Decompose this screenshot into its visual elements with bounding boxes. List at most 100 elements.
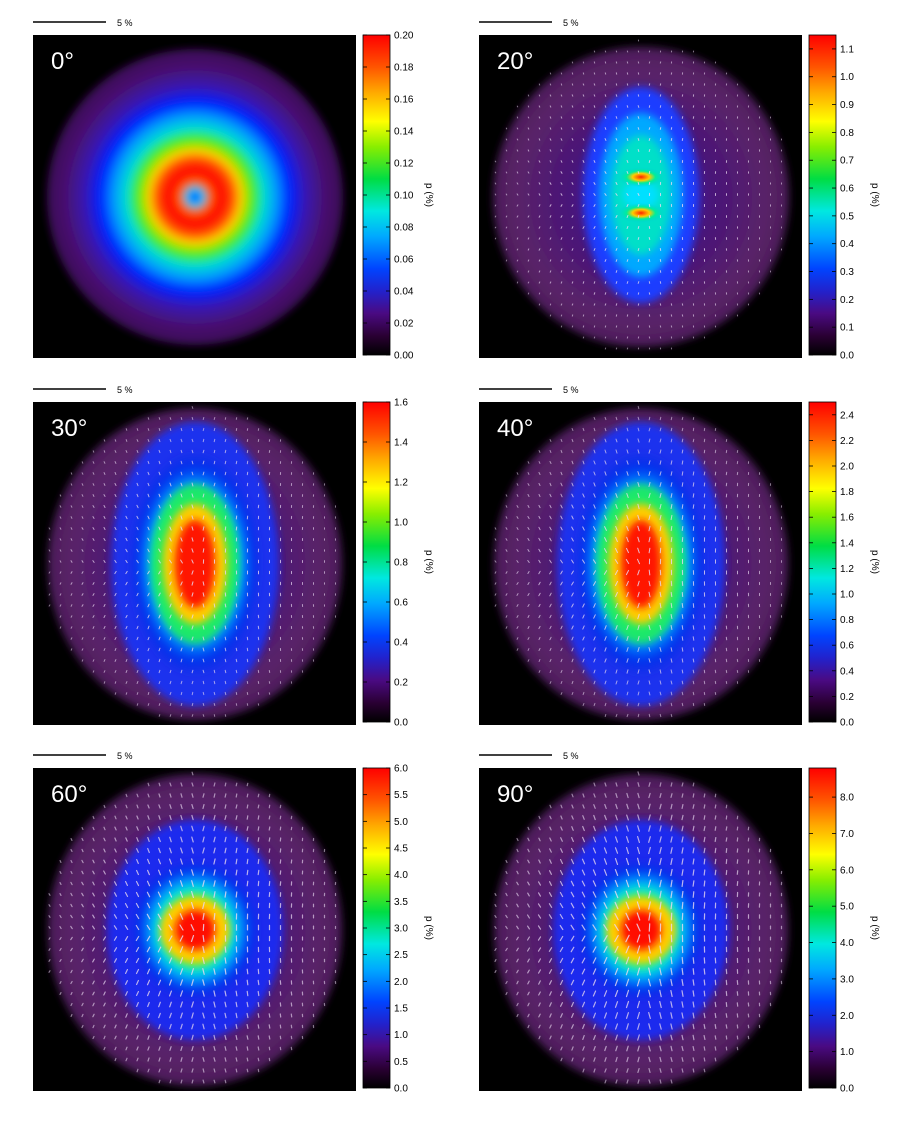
colorbar-tick-label: 5.5: [394, 790, 408, 801]
red-core: [175, 520, 215, 608]
colorbar-tick-label: 3.0: [394, 924, 408, 935]
colorbar: [808, 34, 837, 356]
colorbar-tick-label: 0.06: [394, 255, 414, 266]
colorbar-tick-label: 0.04: [394, 287, 414, 298]
colorbar-tick-label: 2.2: [840, 436, 854, 447]
colorbar-tick-label: 0.08: [394, 223, 414, 234]
colorbar-tick-label: 4.0: [394, 870, 408, 881]
scale-bar-label: 5 %: [117, 18, 133, 28]
colorbar-tick-label: 7.0: [840, 829, 854, 840]
panel-60deg: 5 % 60° 0.0 0.5 1.0 1.5 2.0 2.5 3.0 3.5 4.0 4.5 5.0 5…: [33, 751, 434, 1095]
scale-bar-label: 5 %: [563, 751, 579, 761]
colorbar-tick-label: 0.6: [840, 184, 854, 195]
heatmap: [48, 771, 342, 1086]
colorbar-tick-label: 2.4: [840, 410, 854, 421]
colorbar-tick-label: 0.00: [394, 351, 414, 362]
colorbar-tick-label: 0.0: [840, 351, 854, 362]
panel-30deg: 5 % 30° 0.0 0.2 0.4 0.6 0.8 1.0 1.2 1.4 1.6 p (%): [33, 385, 434, 729]
colorbar-tick-label: 3.5: [394, 897, 408, 908]
colorbar-tick-label: 0.16: [394, 95, 414, 106]
colorbar-tick-label: 0.0: [840, 1084, 854, 1095]
colorbar-tick-label: 1.4: [840, 538, 854, 549]
panel-40deg: 5 % 40° 0.0 0.2 0.4 0.6 0.8 1.0 1.2 1.4 1.6 1.8 2.0 2…: [479, 385, 880, 729]
colorbar-tick-label: 0.2: [840, 692, 854, 703]
heatmap: [493, 39, 789, 350]
intensity-map: [47, 49, 343, 345]
colorbar: [808, 401, 837, 723]
colorbar-tick-label: 1.6: [394, 398, 408, 409]
panel-20deg: 5 % 20° 0.0 0.1 0.2 0.3 0.4 0.5 0.6 0.7 0.8 0.9 1.0 1…: [479, 18, 880, 362]
red-core: [175, 910, 215, 950]
colorbar-tick-label: 0.02: [394, 319, 414, 330]
colorbar-label: p (%): [423, 916, 434, 940]
colorbar-tick-label: 0.2: [840, 295, 854, 306]
polarization-vectors: [494, 771, 783, 1084]
colorbar-tick-label: 1.1: [840, 44, 854, 55]
panel-90deg: 5 % 90° 0.0 1.0 2.0 3.0 4.0 5.0 6.0 7.0 8.0 p (%): [479, 751, 880, 1095]
colorbar: [362, 767, 391, 1089]
colorbar-label: p (%): [423, 183, 434, 207]
colorbar-tick-label: 1.0: [394, 518, 408, 529]
panel-label: 30°: [51, 415, 87, 442]
colorbar-tick-label: 4.5: [394, 844, 408, 855]
colorbar-tick-label: 1.0: [840, 590, 854, 601]
colorbar-tick-label: 0.2: [394, 678, 408, 689]
colorbar-tick-label: 3.0: [840, 974, 854, 985]
polarization-vectors: [48, 771, 337, 1084]
colorbar-tick-label: 0.0: [840, 718, 854, 729]
colorbar-tick-label: 1.0: [840, 72, 854, 83]
scale-bar-label: 5 %: [563, 385, 579, 395]
panel-label: 40°: [497, 415, 533, 442]
colorbar-tick-label: 0.5: [840, 211, 854, 222]
colorbar-tick-label: 5.0: [394, 817, 408, 828]
colorbar-tick-label: 1.5: [394, 1004, 408, 1015]
colorbar-tick-label: 2.0: [394, 977, 408, 988]
colorbar-tick-label: 0.14: [394, 127, 414, 138]
colorbar-tick-label: 0.6: [394, 598, 408, 609]
colorbar-tick-label: 1.0: [394, 1030, 408, 1041]
colorbar: [362, 34, 391, 356]
colorbar-tick-label: 0.1: [840, 323, 854, 334]
panel-label: 90°: [497, 781, 533, 808]
peak-upper: [617, 167, 665, 187]
scale-bar-label: 5 %: [117, 385, 133, 395]
colorbar-label: p (%): [869, 550, 880, 574]
colorbar-tick-label: 0.5: [394, 1057, 408, 1068]
heatmap: [494, 405, 788, 720]
colorbar-tick-label: 1.8: [840, 487, 854, 498]
colorbar-label: p (%): [869, 916, 880, 940]
heatmap: [48, 406, 342, 720]
polarization-vectors: [48, 406, 336, 717]
colorbar-tick-label: 1.4: [394, 438, 408, 449]
polarization-vectors: [494, 39, 782, 350]
colorbar-label: p (%): [423, 550, 434, 574]
colorbar-label: p (%): [869, 183, 880, 207]
colorbar-tick-label: 1.2: [394, 478, 408, 489]
colorbar: [808, 767, 837, 1089]
colorbar-tick-label: 0.20: [394, 31, 414, 42]
colorbar-tick-label: 0.8: [394, 558, 408, 569]
colorbar-tick-label: 5.0: [840, 902, 854, 913]
colorbar-tick-label: 1.2: [840, 564, 854, 575]
scale-bar-label: 5 %: [563, 18, 579, 28]
colorbar-tick-label: 1.0: [840, 1047, 854, 1058]
heatmap: [47, 49, 343, 345]
colorbar-tick-label: 0.6: [840, 641, 854, 652]
colorbar-tick-label: 2.0: [840, 462, 854, 473]
colorbar-tick-label: 2.0: [840, 1011, 854, 1022]
colorbar-tick-label: 0.18: [394, 63, 414, 74]
colorbar: [362, 401, 391, 723]
red-core: [621, 520, 661, 608]
panel-0deg: 5 % 0° 0.00 0.02 0.04 0.06 0.08 0.10 0.12 0.14 0.1…: [33, 18, 434, 362]
colorbar-tick-label: 6.0: [394, 764, 408, 775]
colorbar-tick-label: 0.9: [840, 100, 854, 111]
red-core: [621, 910, 661, 950]
colorbar-tick-label: 0.4: [840, 239, 854, 250]
colorbar-tick-label: 0.4: [394, 638, 408, 649]
colorbar-tick-label: 0.0: [394, 718, 408, 729]
panel-label: 60°: [51, 781, 87, 808]
colorbar-tick-label: 0.8: [840, 615, 854, 626]
scale-bar-label: 5 %: [117, 751, 133, 761]
colorbar-tick-label: 0.4: [840, 666, 854, 677]
